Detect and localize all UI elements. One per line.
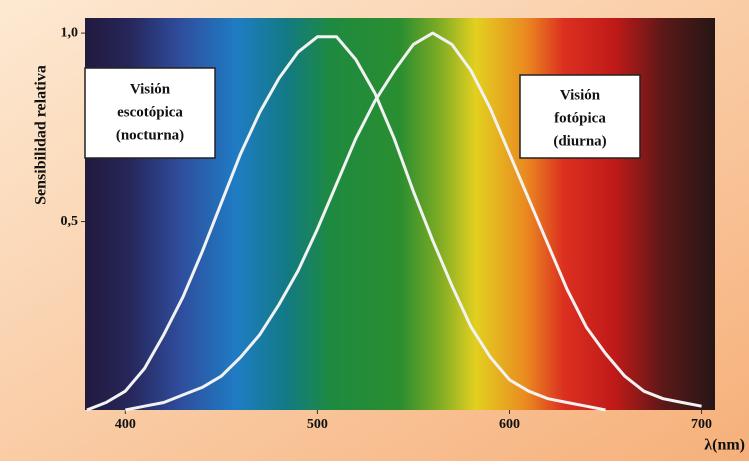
annotation-text: (nocturna) <box>116 127 184 143</box>
x-tick-label: 600 <box>499 417 520 432</box>
x-tick-label: 500 <box>307 417 328 432</box>
x-tick-label: 700 <box>691 417 712 432</box>
annotation-text: escotópica <box>117 104 183 120</box>
page: Sensibilidad relativa λ(nm) 0,5 1,0 400 500… <box>0 0 749 461</box>
y-axis-label: Sensibilidad relativa <box>33 65 50 205</box>
y-tick-label: 1,0 <box>61 25 79 40</box>
x-tick-label: 400 <box>115 417 136 432</box>
x-axis-label: λ(nm) <box>704 437 745 454</box>
annotation-text: fotópica <box>554 110 606 126</box>
annotation-text: (diurna) <box>553 133 606 149</box>
y-tick-label: 0,5 <box>61 214 79 229</box>
annotation-text: Visión <box>560 87 601 103</box>
annotation-text: Visión <box>130 81 171 97</box>
chart: Sensibilidad relativa λ(nm) 0,5 1,0 400 500… <box>0 0 749 461</box>
